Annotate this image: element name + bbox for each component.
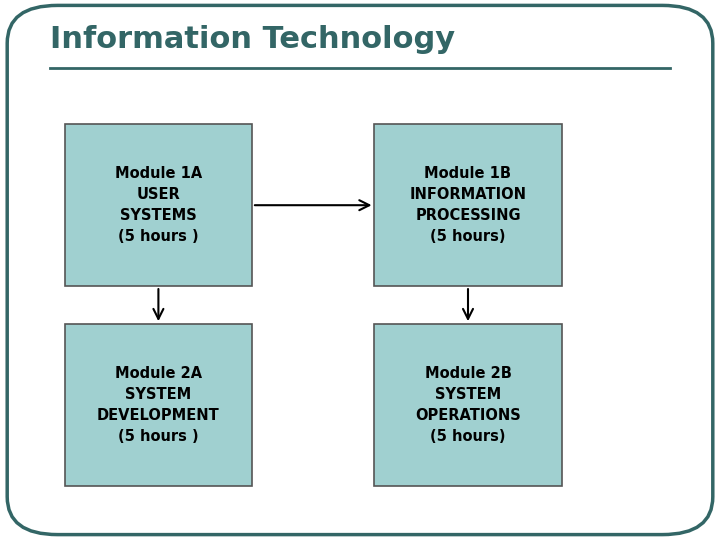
Text: Module 1B
INFORMATION
PROCESSING
(5 hours): Module 1B INFORMATION PROCESSING (5 hour… xyxy=(410,166,526,244)
FancyBboxPatch shape xyxy=(374,324,562,486)
FancyBboxPatch shape xyxy=(7,5,713,535)
FancyBboxPatch shape xyxy=(65,124,252,286)
Text: Information Technology: Information Technology xyxy=(50,25,456,54)
Text: Module 2A
SYSTEM
DEVELOPMENT
(5 hours ): Module 2A SYSTEM DEVELOPMENT (5 hours ) xyxy=(97,366,220,444)
FancyBboxPatch shape xyxy=(65,324,252,486)
Text: Module 2B
SYSTEM
OPERATIONS
(5 hours): Module 2B SYSTEM OPERATIONS (5 hours) xyxy=(415,366,521,444)
FancyBboxPatch shape xyxy=(374,124,562,286)
Text: Module 1A
USER
SYSTEMS
(5 hours ): Module 1A USER SYSTEMS (5 hours ) xyxy=(114,166,202,244)
